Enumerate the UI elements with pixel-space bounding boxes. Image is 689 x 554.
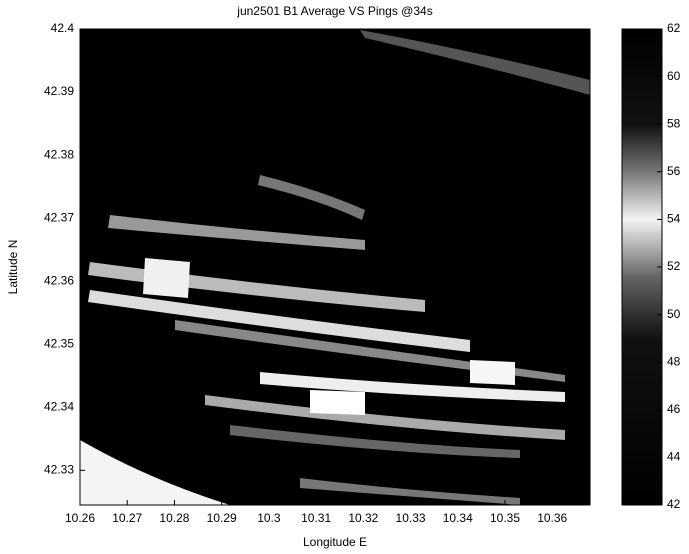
colorbar-tick-label: 42 bbox=[667, 497, 681, 511]
colorbar-tick-label: 54 bbox=[667, 212, 681, 226]
y-tick-label: 42.34 bbox=[44, 399, 74, 413]
swath bbox=[175, 320, 565, 382]
chart-title: jun2501 B1 Average VS Pings @34s bbox=[236, 4, 432, 18]
x-tick-label: 10.35 bbox=[490, 511, 520, 525]
swath bbox=[310, 390, 365, 415]
plot-image bbox=[80, 29, 590, 505]
colorbar bbox=[621, 28, 663, 506]
swath bbox=[230, 425, 520, 458]
swath bbox=[360, 30, 590, 95]
colorbar-tick-label: 62 bbox=[667, 21, 681, 35]
colorbar-tick-label: 48 bbox=[667, 354, 681, 368]
x-tick-label: 10.31 bbox=[301, 511, 331, 525]
y-tick-label: 42.38 bbox=[44, 147, 74, 161]
x-axis-label: Longitude E bbox=[303, 535, 367, 549]
y-tick-label: 42.35 bbox=[44, 336, 74, 350]
colorbar-tick-label: 52 bbox=[667, 259, 681, 273]
y-tick-label: 42.39 bbox=[44, 84, 74, 98]
plot-frame bbox=[79, 28, 591, 506]
y-axis-label: Latitude N bbox=[6, 240, 20, 295]
swath bbox=[88, 290, 470, 352]
swath bbox=[470, 360, 515, 385]
colorbar-tick-label: 58 bbox=[667, 116, 681, 130]
colorbar-tick-label: 56 bbox=[667, 164, 681, 178]
y-tick-label: 42.4 bbox=[51, 21, 75, 35]
colorbar-tick-label: 60 bbox=[667, 69, 681, 83]
x-tick-label: 10.27 bbox=[112, 511, 142, 525]
swath bbox=[205, 395, 565, 440]
swath bbox=[108, 215, 365, 250]
swath bbox=[143, 258, 190, 298]
x-tick-label: 10.34 bbox=[443, 511, 473, 525]
x-tick-label: 10.32 bbox=[348, 511, 378, 525]
swath bbox=[260, 372, 565, 402]
colorbar-tick-label: 46 bbox=[667, 402, 681, 416]
x-tick-label: 10.36 bbox=[537, 511, 567, 525]
x-tick-label: 10.28 bbox=[159, 511, 189, 525]
y-tick-label: 42.36 bbox=[44, 273, 74, 287]
land-area bbox=[80, 440, 230, 505]
x-tick-label: 10.26 bbox=[65, 511, 95, 525]
swath bbox=[258, 175, 365, 220]
x-tick-label: 10.3 bbox=[257, 511, 281, 525]
y-tick-label: 42.37 bbox=[44, 210, 74, 224]
x-tick-label: 10.33 bbox=[396, 511, 426, 525]
x-tick-label: 10.29 bbox=[207, 511, 237, 525]
colorbar-tick-label: 50 bbox=[667, 307, 681, 321]
colorbar-tick-label: 44 bbox=[667, 450, 681, 464]
swath bbox=[300, 478, 520, 505]
y-tick-label: 42.33 bbox=[44, 462, 74, 476]
